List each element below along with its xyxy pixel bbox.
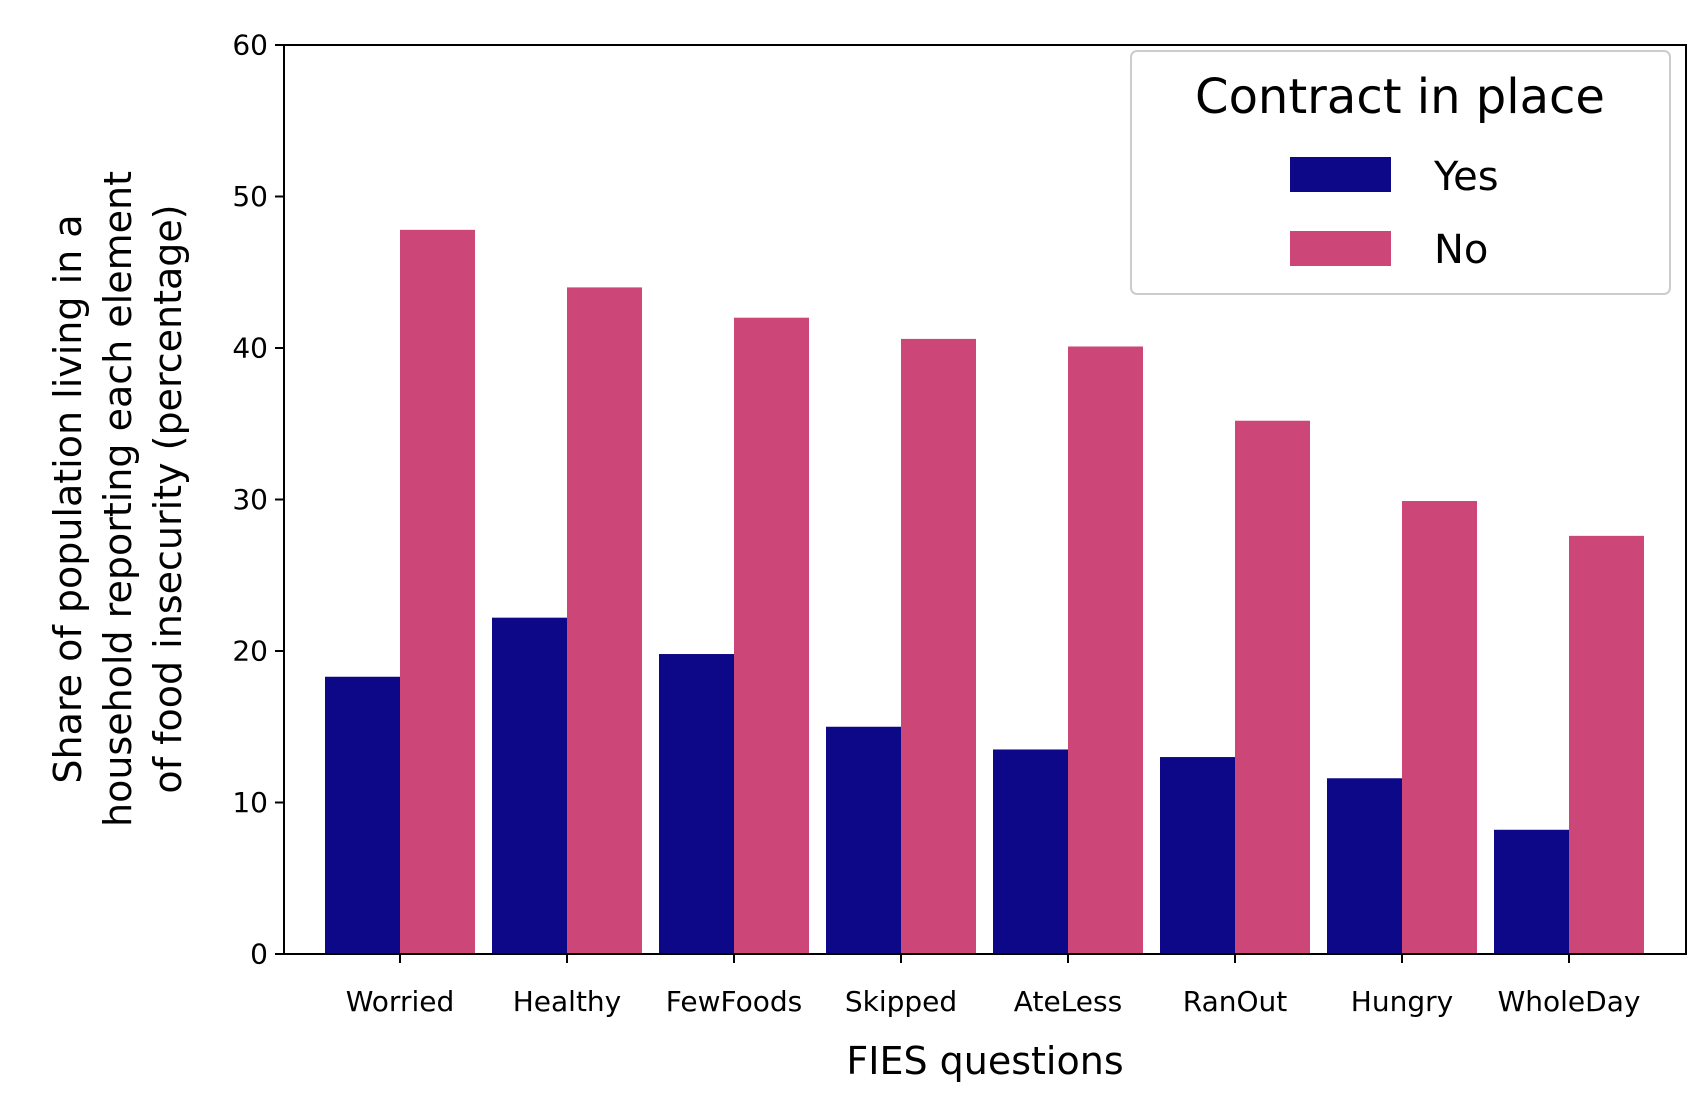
bar-no-wholeday xyxy=(1569,535,1644,954)
y-axis-title: Share of population living in a househol… xyxy=(46,171,190,827)
legend-swatch-yes xyxy=(1290,157,1391,192)
x-tick-label-healthy: Healthy xyxy=(513,985,622,1018)
bar-no-ranout xyxy=(1235,420,1310,955)
y-axis-title-line-1: Share of population living in a xyxy=(46,214,90,783)
x-tick-label-worried: Worried xyxy=(346,985,455,1018)
y-axis: 0 10 20 30 40 50 60 xyxy=(232,29,284,971)
bar-yes-ranout xyxy=(1160,757,1235,954)
x-tick-label-wholeday: WholeDay xyxy=(1498,985,1641,1018)
y-tick-label: 10 xyxy=(232,786,268,819)
bar-yes-ateless xyxy=(993,749,1068,954)
y-tick-label: 30 xyxy=(232,483,268,516)
y-tick-label: 0 xyxy=(250,938,268,971)
y-axis-title-line-2: household reporting each element xyxy=(96,171,140,827)
legend-label-no: No xyxy=(1434,227,1488,273)
y-tick-label: 50 xyxy=(232,180,268,213)
legend-frame xyxy=(1130,50,1671,295)
y-axis-title-line-3: of food insecurity (percentage) xyxy=(146,204,190,793)
bar-no-ateless xyxy=(1068,346,1143,954)
bar-yes-healthy xyxy=(492,617,567,954)
x-tick-label-fewfoods: FewFoods xyxy=(666,985,802,1018)
y-tick-label: 40 xyxy=(232,332,268,365)
bar-yes-fewfoods xyxy=(659,654,734,954)
bar-no-hungry xyxy=(1402,501,1477,954)
bar-yes-skipped xyxy=(826,726,901,954)
bars-group xyxy=(325,229,1644,955)
x-axis: Worried Healthy FewFoods Skipped AteLess RanO… xyxy=(346,954,1641,1018)
legend: Contract in place Yes No xyxy=(1130,50,1671,295)
bar-no-fewfoods xyxy=(734,317,809,954)
legend-title: Contract in place xyxy=(1195,69,1605,125)
y-tick-label: 20 xyxy=(232,635,268,668)
bar-yes-hungry xyxy=(1327,778,1402,954)
x-tick-label-ranout: RanOut xyxy=(1183,985,1288,1018)
y-tick-label: 60 xyxy=(232,29,268,62)
legend-label-yes: Yes xyxy=(1433,154,1499,200)
x-tick-label-ateless: AteLess xyxy=(1014,985,1122,1018)
bar-no-worried xyxy=(400,229,475,954)
x-tick-label-skipped: Skipped xyxy=(845,985,957,1018)
bar-yes-worried xyxy=(325,676,400,954)
x-axis-title: FIES questions xyxy=(846,1039,1123,1083)
bar-no-healthy xyxy=(567,287,642,954)
x-tick-label-hungry: Hungry xyxy=(1351,985,1453,1018)
legend-swatch-no xyxy=(1290,231,1391,266)
bar-no-skipped xyxy=(901,338,976,954)
bar-yes-wholeday xyxy=(1494,829,1569,954)
